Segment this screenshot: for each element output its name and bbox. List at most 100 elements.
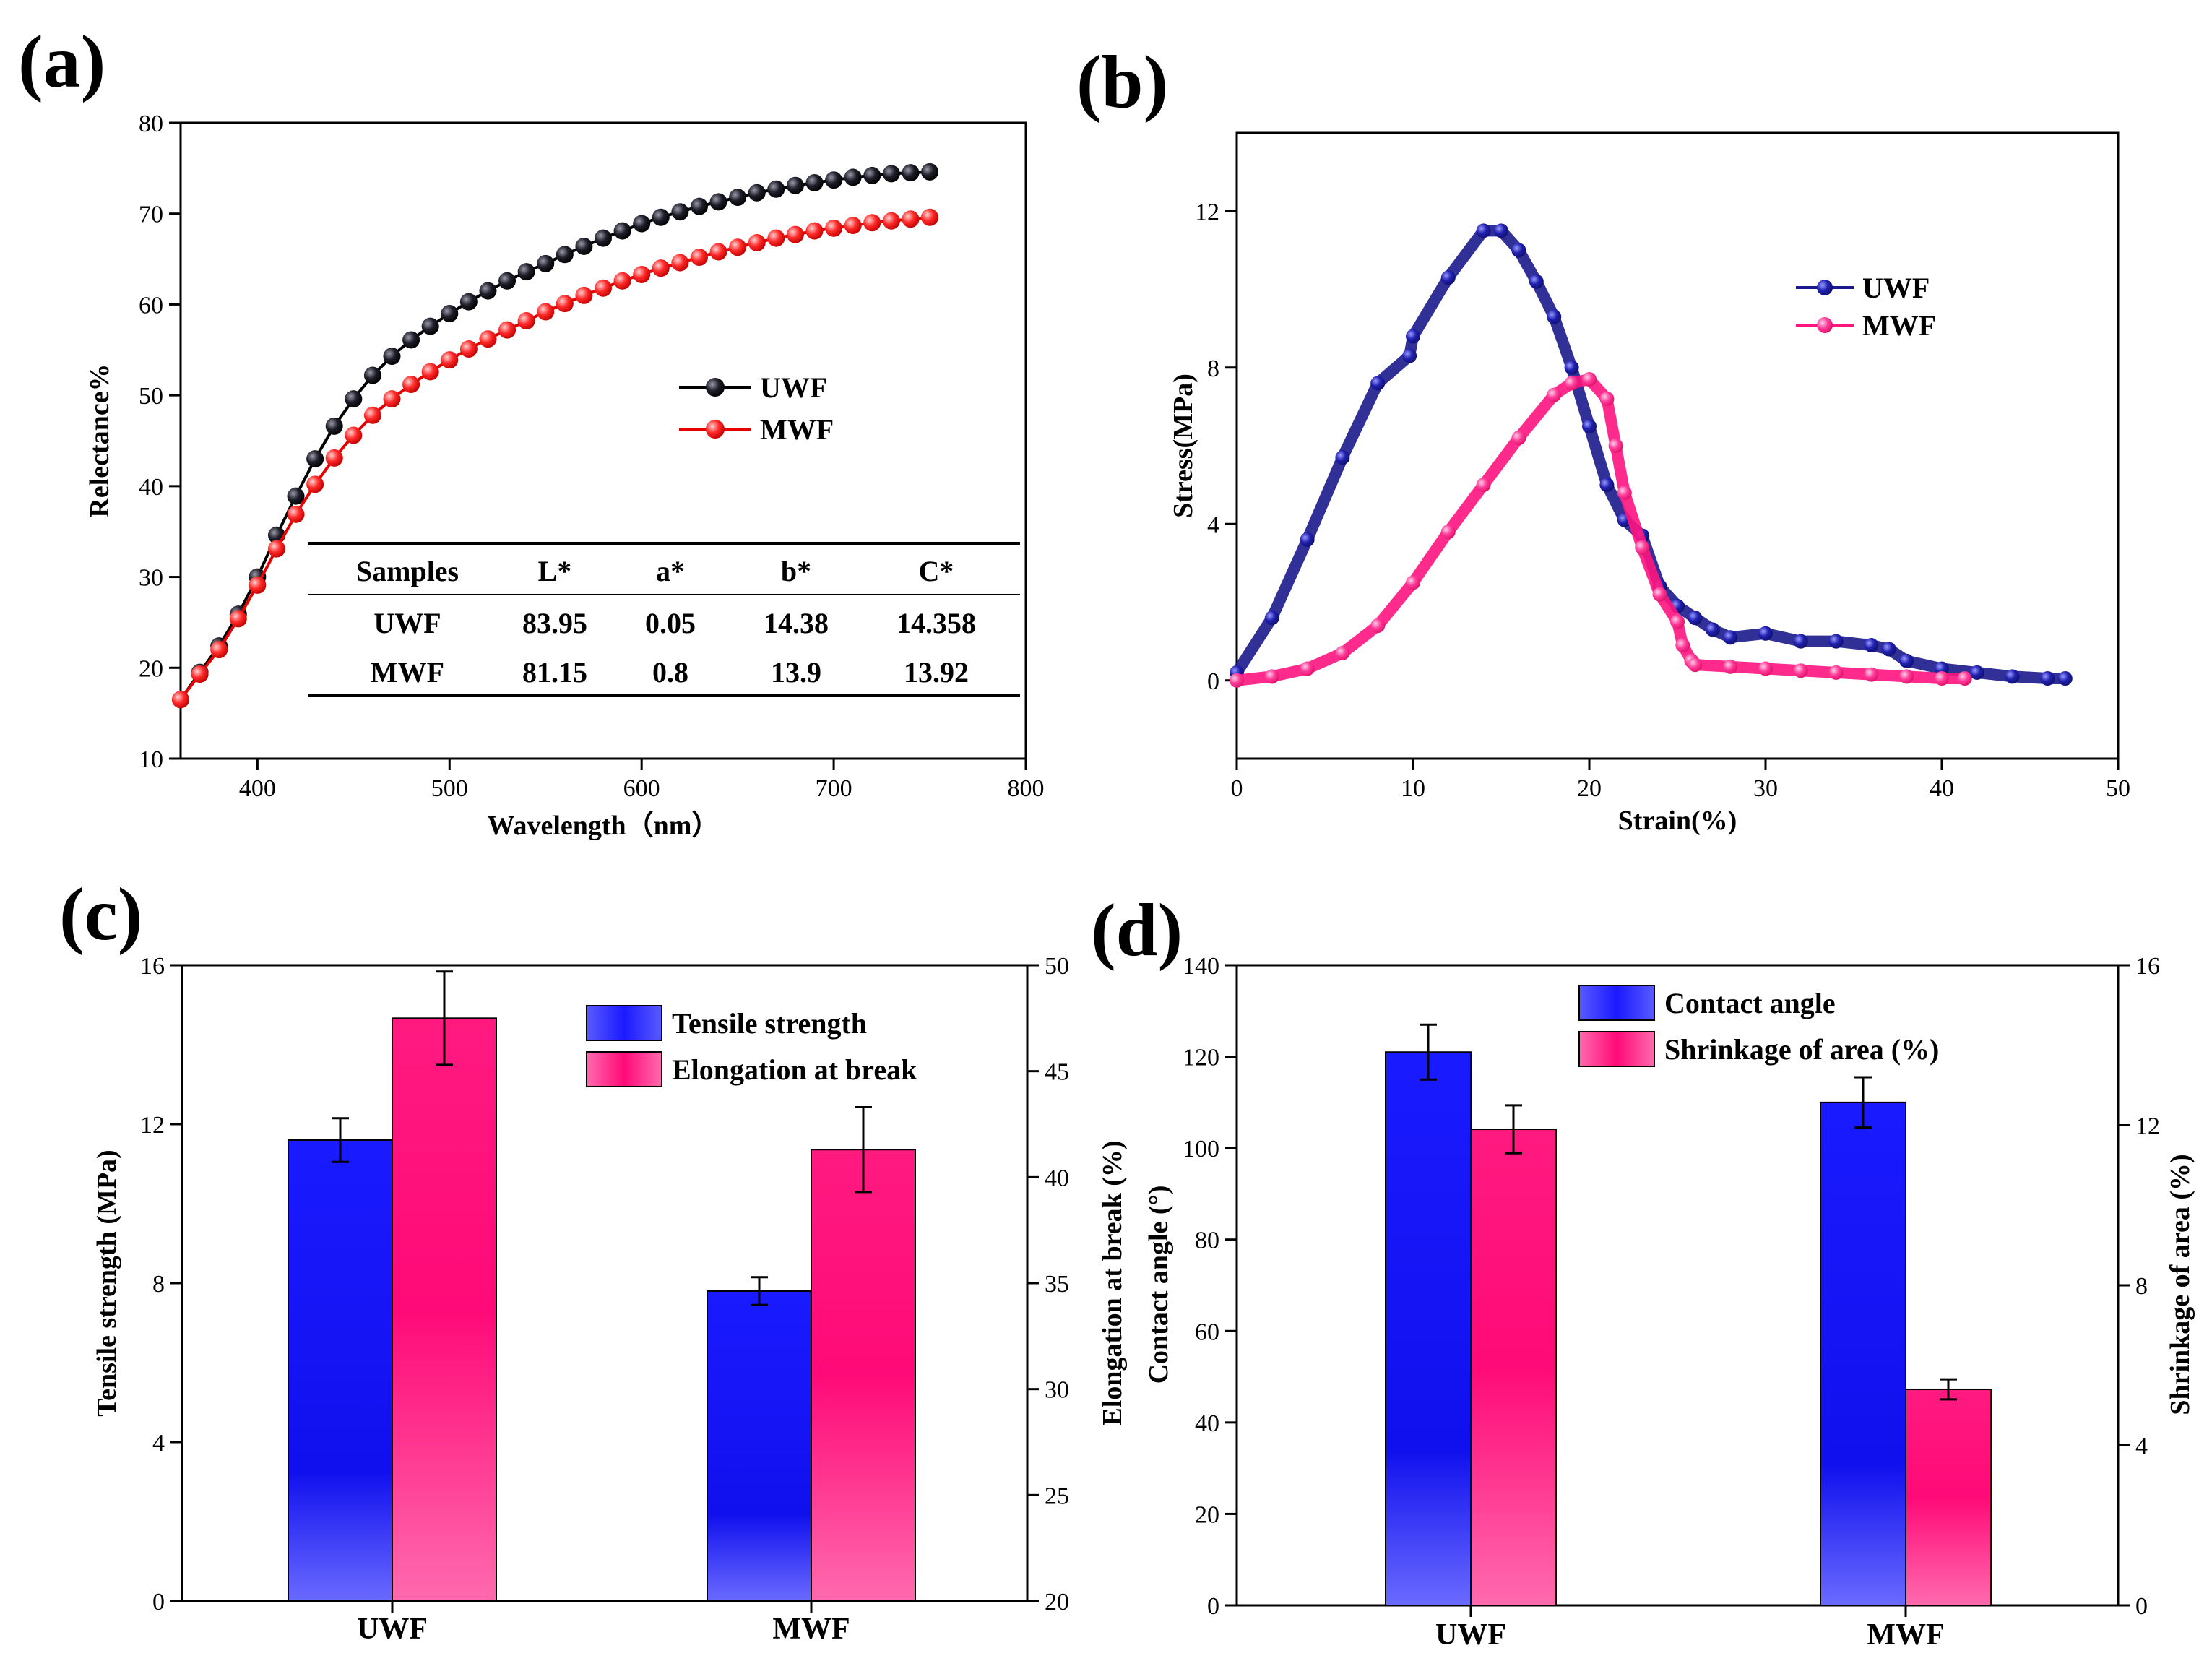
panel-b-x-axis-label: Strain(%) [1618, 806, 1737, 836]
y2-tick-label: 8 [2135, 1273, 2148, 1300]
panel-c-ticks: 0 4 8 12 16 20 25 30 35 40 45 50 [140, 953, 1069, 1615]
data-point-uwf [459, 293, 478, 311]
bar-tensile-strength [288, 1139, 393, 1602]
legend-swatch-tensile-strength [586, 1005, 662, 1041]
panel-d-ticks: 0 20 40 60 80 100 120 140 0 4 8 12 16 [1183, 953, 2160, 1620]
y-tick-label: 80 [1195, 1228, 1219, 1254]
y-tick-label: 8 [152, 1271, 165, 1298]
data-point-uwf [1440, 270, 1456, 285]
y-tick-label: 0 [152, 1589, 165, 1615]
x-tick-label: 30 [1753, 775, 1778, 802]
legend-label-mwf: MWF [760, 413, 834, 446]
data-point-mwf [709, 243, 727, 261]
data-point-mwf [1793, 663, 1808, 678]
data-point-mwf [1264, 669, 1279, 684]
data-point-uwf [402, 331, 420, 349]
y2-tick-label: 30 [1045, 1377, 1069, 1404]
data-point-uwf [671, 203, 689, 221]
y-tick-label: 80 [139, 111, 163, 137]
data-point-mwf [1230, 673, 1244, 688]
legend-label-tensile-strength: Tensile strength [672, 1007, 867, 1040]
data-point-mwf [1828, 665, 1844, 680]
y-tick-label: 140 [1183, 953, 1219, 980]
data-point-mwf [267, 540, 285, 558]
bar-shrinkage-of-area [1470, 1129, 1557, 1606]
legend-label-shrinkage: Shrinkage of area (%) [1664, 1033, 1939, 1066]
data-point-mwf [633, 265, 651, 283]
panel-d-bars [1385, 1023, 1992, 1607]
table-cell: 14.38 [764, 607, 829, 639]
data-point-mwf [210, 641, 228, 659]
panel-a-plot-frame [179, 121, 1027, 760]
data-point-uwf [1899, 653, 1914, 668]
data-point-uwf [575, 237, 593, 255]
legend-marker-uwf [706, 378, 725, 397]
x-tick-label: 400 [239, 775, 276, 802]
panel-c-bars [288, 970, 916, 1602]
y2-tick-label: 25 [1045, 1483, 1069, 1509]
legend-swatch-shrinkage [1578, 1031, 1655, 1067]
data-point-mwf [1635, 540, 1650, 555]
y-tick-label: 10 [139, 746, 163, 773]
data-point-mwf [1370, 618, 1386, 633]
data-point-mwf [1758, 661, 1773, 676]
data-point-uwf [1688, 611, 1703, 626]
data-point-uwf [1564, 360, 1579, 375]
data-point-mwf [1670, 614, 1685, 629]
data-point-uwf [441, 305, 459, 322]
legend-swatch-contact-angle [1578, 985, 1655, 1021]
y2-tick-label: 35 [1045, 1271, 1069, 1298]
data-point-uwf [844, 168, 862, 186]
data-point-mwf [191, 665, 209, 683]
data-point-mwf [1957, 671, 1972, 686]
data-point-uwf [1511, 243, 1526, 258]
panel-b-y-axis-label: Stress(MPa) [1168, 374, 1198, 518]
table-cell: 83.95 [522, 607, 587, 639]
table-cell: 0.8 [652, 656, 688, 689]
table-cell: 81.15 [522, 656, 587, 689]
data-point-uwf [287, 487, 305, 505]
data-point-uwf [1335, 450, 1350, 465]
data-point-mwf [1723, 659, 1738, 674]
data-point-mwf [363, 406, 381, 424]
data-point-uwf [2057, 671, 2073, 686]
data-point-uwf [902, 164, 920, 182]
y2-tick-label: 12 [2135, 1113, 2160, 1140]
data-point-uwf [1402, 348, 1417, 363]
data-point-mwf [1300, 661, 1315, 676]
y-tick-label: 16 [140, 953, 165, 980]
legend-swatch-elongation [586, 1051, 662, 1087]
data-point-uwf [729, 189, 747, 207]
x-tick-label: 40 [1930, 775, 1954, 802]
data-point-mwf [595, 279, 612, 297]
data-point-mwf [1899, 669, 1914, 684]
bar-elongation-at-break [811, 1149, 916, 1602]
data-point-uwf [633, 215, 651, 233]
table-cell: 13.9 [771, 656, 821, 689]
y2-tick-label: 4 [2135, 1433, 2148, 1460]
data-point-uwf [517, 263, 535, 281]
legend-label-contact-angle: Contact angle [1664, 987, 1836, 1019]
data-point-mwf [1935, 671, 1949, 686]
y-tick-label: 120 [1183, 1045, 1219, 1071]
table-cell: MWF [371, 656, 444, 689]
data-point-mwf [537, 303, 555, 321]
data-point-uwf [805, 173, 824, 191]
table-header-samples: Samples [356, 555, 459, 587]
y2-tick-label: 50 [1045, 953, 1069, 980]
data-point-uwf [786, 176, 804, 194]
panel-a-y-axis-label: Relectance% [85, 363, 115, 517]
data-point-uwf [652, 208, 670, 226]
data-point-uwf [1969, 665, 1984, 680]
data-point-mwf [459, 340, 478, 358]
data-point-uwf [690, 197, 708, 215]
y2-tick-label: 0 [2135, 1593, 2148, 1620]
data-point-mwf [345, 426, 363, 444]
y2-tick-label: 16 [2135, 953, 2160, 980]
panel-c-category-mwf: MWF [772, 1613, 850, 1646]
y-tick-label: 4 [1207, 512, 1219, 538]
data-point-uwf [345, 390, 363, 408]
y-tick-label: 40 [1195, 1410, 1219, 1437]
x-tick-label: 50 [2106, 775, 2130, 802]
